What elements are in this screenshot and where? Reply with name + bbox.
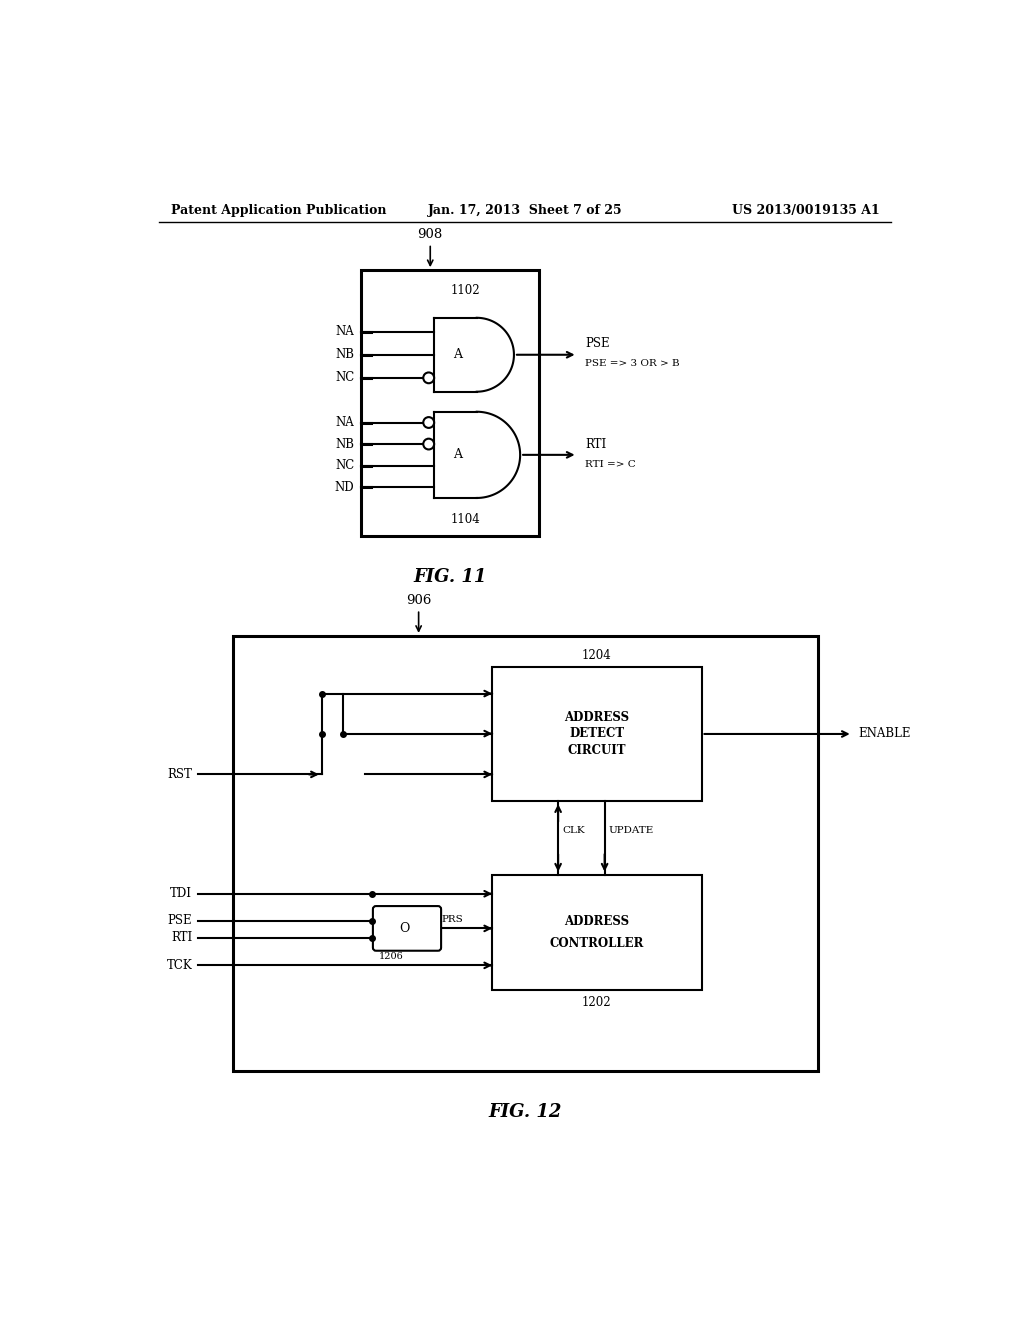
- Text: Jan. 17, 2013  Sheet 7 of 25: Jan. 17, 2013 Sheet 7 of 25: [427, 205, 623, 218]
- Text: PRS: PRS: [442, 915, 464, 924]
- Text: 1102: 1102: [451, 284, 480, 297]
- Text: PSE: PSE: [586, 338, 610, 351]
- Text: DETECT: DETECT: [569, 727, 625, 741]
- Bar: [360, 271, 539, 536]
- Text: 1104: 1104: [451, 513, 480, 527]
- Text: NC: NC: [335, 371, 354, 384]
- Text: NC: NC: [335, 459, 354, 473]
- Text: CLK: CLK: [562, 826, 585, 834]
- Text: 906: 906: [406, 594, 431, 631]
- Circle shape: [423, 417, 434, 428]
- Text: TCK: TCK: [167, 958, 193, 972]
- Text: 1204: 1204: [582, 649, 611, 663]
- Text: TDI: TDI: [170, 887, 193, 900]
- Circle shape: [423, 438, 434, 449]
- Bar: [493, 667, 701, 801]
- Text: NB: NB: [335, 437, 354, 450]
- Text: CONTROLLER: CONTROLLER: [550, 936, 644, 949]
- Text: FIG. 11: FIG. 11: [413, 568, 486, 586]
- Text: RTI: RTI: [171, 931, 193, 944]
- FancyBboxPatch shape: [373, 906, 441, 950]
- Text: PSE => 3 OR > B: PSE => 3 OR > B: [586, 359, 680, 368]
- Text: 1206: 1206: [378, 952, 403, 961]
- Text: NA: NA: [336, 325, 354, 338]
- Text: ND: ND: [335, 480, 354, 494]
- Text: O: O: [399, 921, 410, 935]
- Text: UPDATE: UPDATE: [608, 826, 653, 834]
- Text: 908: 908: [418, 228, 442, 265]
- Text: US 2013/0019135 A1: US 2013/0019135 A1: [732, 205, 880, 218]
- Text: CIRCUIT: CIRCUIT: [567, 744, 626, 758]
- Circle shape: [423, 372, 434, 383]
- Text: ADDRESS: ADDRESS: [564, 915, 630, 928]
- Text: ADDRESS: ADDRESS: [564, 710, 630, 723]
- Bar: [232, 636, 818, 1071]
- Bar: [493, 874, 701, 990]
- Text: FIG. 12: FIG. 12: [488, 1104, 561, 1121]
- Text: NA: NA: [336, 416, 354, 429]
- Text: RST: RST: [168, 768, 193, 781]
- Text: Patent Application Publication: Patent Application Publication: [171, 205, 386, 218]
- Text: ENABLE: ENABLE: [858, 727, 910, 741]
- Text: RTI: RTI: [586, 437, 606, 450]
- Text: NB: NB: [335, 348, 354, 362]
- Text: A: A: [453, 449, 462, 462]
- Text: A: A: [453, 348, 462, 362]
- Text: 1202: 1202: [582, 997, 611, 1010]
- Text: RTI => C: RTI => C: [586, 459, 636, 469]
- Text: PSE: PSE: [168, 915, 193, 927]
